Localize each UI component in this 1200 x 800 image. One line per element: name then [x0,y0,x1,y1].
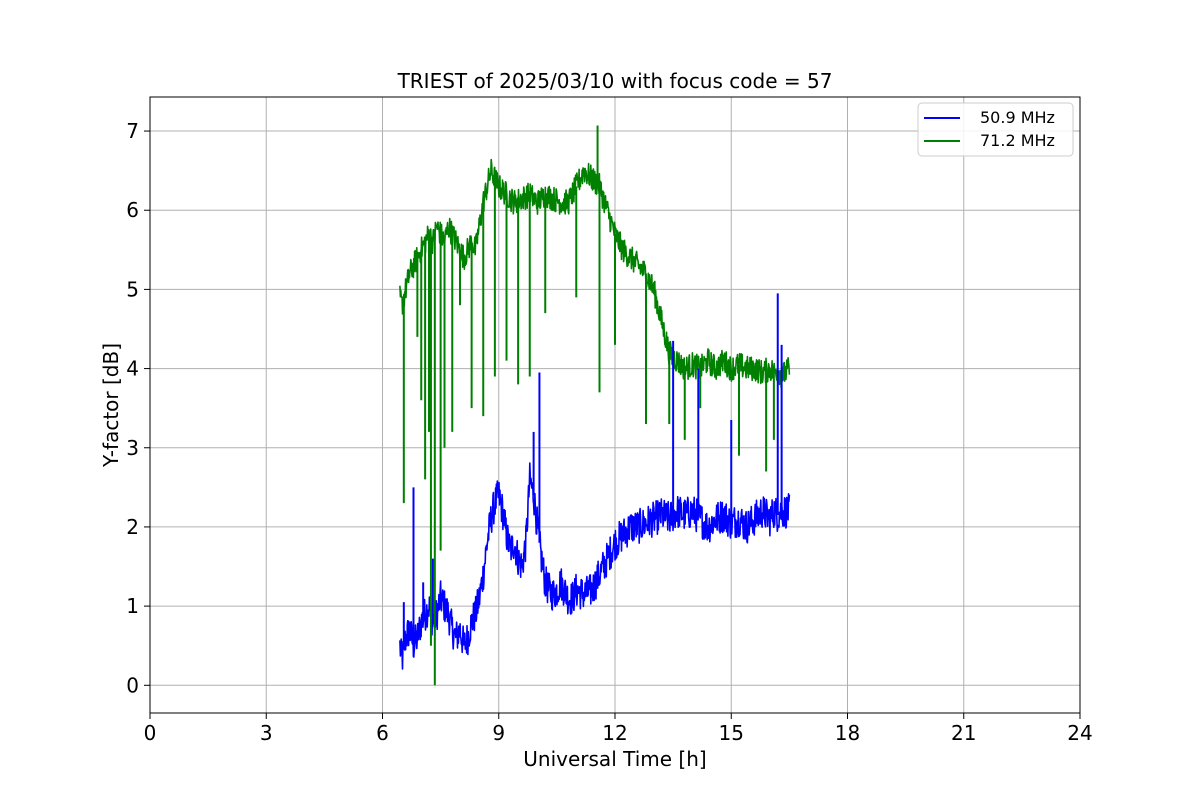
legend: 50.9 MHz 71.2 MHz [917,102,1074,157]
y-tick-label: 0 [126,673,139,697]
legend-label-50-9: 50.9 MHz [980,108,1055,127]
series-layer [399,125,791,686]
y-tick-label: 6 [126,198,139,222]
y-tick-label: 2 [126,515,139,539]
x-tick-label: 3 [260,721,273,745]
legend-box [917,102,1074,157]
x-tick-label: 24 [1067,721,1092,745]
series-line [399,158,791,389]
x-tick-label: 9 [492,721,505,745]
x-tick-label: 18 [835,721,860,745]
y-tick-label: 4 [126,357,139,381]
y-tick-label: 7 [126,119,139,143]
x-tick-label: 15 [719,721,744,745]
x-tick-label: 6 [376,721,389,745]
y-tick-label: 1 [126,594,139,618]
chart-title: TRIEST of 2025/03/10 with focus code = 5… [397,69,833,93]
y-axis-label: Y-factor [dB] [99,343,123,468]
series-line [399,462,791,670]
y-tick-label: 3 [126,436,139,460]
x-tick-label: 21 [951,721,976,745]
x-tick-label: 0 [144,721,157,745]
y-tick-label: 5 [126,277,139,301]
legend-label-71-2: 71.2 MHz [980,131,1055,150]
x-tick-label: 12 [602,721,627,745]
x-axis-label: Universal Time [h] [523,747,706,771]
